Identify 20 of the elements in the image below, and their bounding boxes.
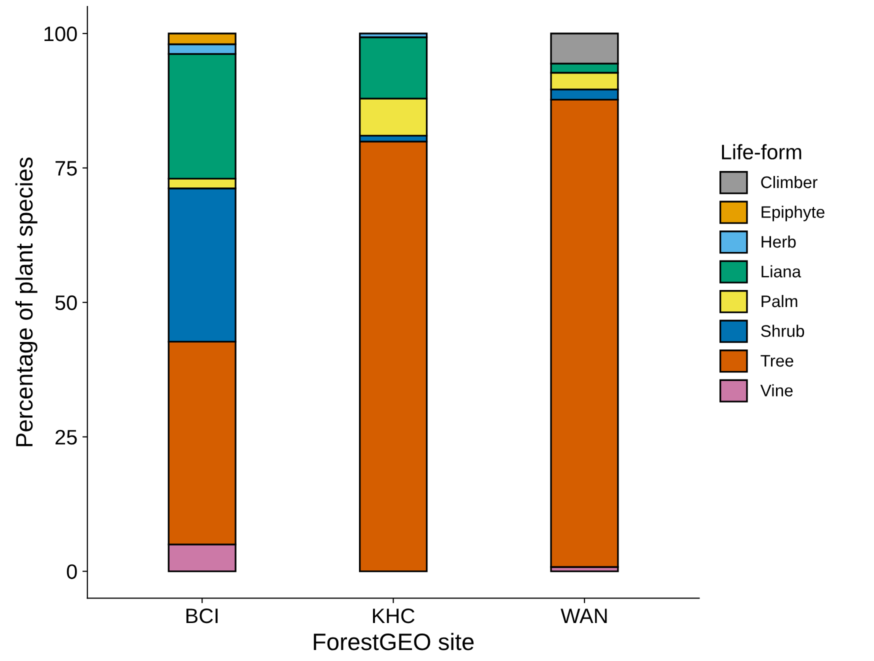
y-tick-label: 50 xyxy=(55,295,77,310)
legend-label: Shrub xyxy=(761,324,804,337)
legend-label: Palm xyxy=(762,294,798,308)
y-tick-label: 25 xyxy=(56,430,77,445)
y-axis-title: Percentage of plant species xyxy=(15,158,38,446)
x-tick-label: WAN xyxy=(560,608,607,624)
legend-label: Climber xyxy=(761,176,818,188)
y-tick-label: 0 xyxy=(66,564,77,580)
legend-label: Herb xyxy=(762,235,796,248)
y-tick-label: 100 xyxy=(44,26,77,42)
legend-label: Liana xyxy=(762,265,802,278)
bar xyxy=(359,140,428,572)
x-tick-label: KHC xyxy=(373,608,414,624)
legend-label: Epiphyte xyxy=(762,206,824,222)
legend-label: Vine xyxy=(760,384,793,396)
x-tick-label: BCI xyxy=(186,608,218,624)
x-axis-title: ForestGEO site xyxy=(314,632,474,650)
y-tick-label: 75 xyxy=(56,161,77,176)
legend-title: Life-form xyxy=(722,144,802,160)
legend-label: Tree xyxy=(760,355,794,367)
